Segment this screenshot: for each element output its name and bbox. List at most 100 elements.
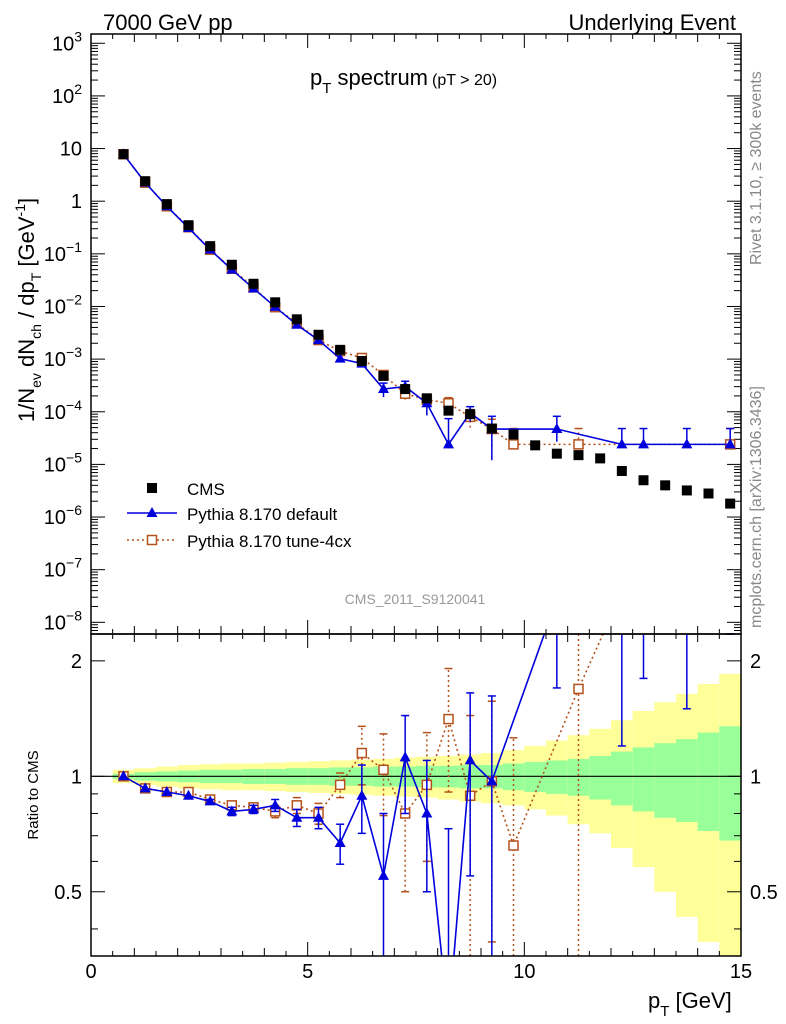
cms-marker	[335, 344, 346, 355]
x-axis-label: pT [GeV]	[648, 988, 732, 1020]
marker-ratio	[313, 811, 324, 822]
y-tick-label-main: 10−4	[44, 397, 82, 424]
main-y-axis-label: 1/Nev dNch / dpT [GeV-1]	[12, 198, 44, 422]
cms-marker	[443, 405, 454, 416]
cms-marker	[291, 314, 302, 325]
y-tick-label-exponent: −5	[66, 449, 82, 465]
y-tick-label-exponent: −3	[66, 344, 82, 360]
marker-ratio	[443, 713, 454, 725]
marker-ratio	[356, 789, 368, 800]
stat-uncertainty-band	[654, 743, 676, 818]
cms-marker	[595, 453, 606, 464]
y-tick-label-ratio-left: 1	[71, 766, 82, 788]
marker-ratio	[334, 837, 346, 848]
stat-uncertainty-band	[676, 739, 698, 823]
legend-label: Pythia 8.170 tune-4cx	[187, 532, 352, 551]
marker-ratio	[248, 803, 259, 814]
cms-marker	[573, 450, 584, 461]
plot-title-note: (pT > 20)	[432, 72, 497, 89]
marker-ratio	[334, 779, 346, 791]
marker-main	[334, 352, 346, 363]
marker-ratio	[421, 807, 433, 818]
series-line-ratio	[123, 634, 604, 848]
x-tick-label: 5	[302, 961, 313, 983]
main-y-axis-label-part: -1	[12, 204, 28, 217]
y-tick-label-exponent: 2	[74, 81, 82, 97]
y-tick-label-ratio-left: 2	[71, 651, 82, 673]
cms-marker	[313, 329, 324, 340]
cms-marker	[530, 440, 541, 451]
y-tick-label-mantissa: 1	[71, 191, 82, 213]
rivet-label: Rivet 3.1.10, ≥ 300k events	[748, 71, 765, 265]
main-y-axis-label-part: ev	[28, 373, 44, 388]
marker-ratio	[139, 782, 151, 793]
y-tick-label-main: 10−1	[44, 239, 82, 266]
cms-marker	[616, 465, 627, 476]
marker-main	[638, 438, 649, 449]
cms-marker	[660, 480, 671, 491]
marker-main	[724, 438, 736, 449]
marker-ratio	[486, 775, 498, 786]
marker-ratio	[161, 786, 173, 797]
x-tick-label: 0	[85, 961, 96, 983]
y-tick-label-main: 10	[60, 139, 82, 161]
main-y-axis-label-part: ch	[28, 324, 44, 339]
marker-main	[378, 383, 389, 394]
y-tick-label-mantissa: 10	[44, 296, 66, 318]
y-tick-label-mantissa: 10	[44, 454, 66, 476]
y-tick-label-mantissa: 10	[44, 507, 66, 529]
legend: CMS Pythia 8.170 default Pythia 8.170 tune…	[127, 480, 352, 551]
y-tick-label-mantissa: 10	[44, 560, 66, 582]
cms-uncertainty-bands	[91, 673, 741, 956]
marker-ratio	[291, 811, 303, 822]
stat-uncertainty-band	[632, 747, 655, 812]
marker-ratio	[291, 800, 303, 811]
mcplots-label: mcplots.cern.ch [arXiv:1306.3436]	[748, 386, 765, 628]
stat-uncertainty-band	[546, 760, 568, 794]
y-tick-label-exponent: −8	[66, 607, 82, 623]
ratio-frame	[90, 633, 742, 957]
y-tick-label-mantissa: 10	[44, 402, 66, 424]
plot-title-sub: T	[322, 80, 331, 97]
legend-marker-tune-4cx	[146, 534, 158, 546]
marker-ratio	[269, 799, 281, 810]
marker-main	[551, 423, 563, 434]
marker-main	[443, 438, 454, 449]
x-axis-label-p: p	[648, 988, 660, 1013]
marker-ratio	[399, 751, 411, 762]
main-y-axis-label-part: / dp	[14, 281, 39, 324]
y-tick-label-exponent: −1	[66, 239, 82, 255]
marker-ratio	[464, 754, 476, 765]
marker-ratio	[356, 747, 368, 759]
y-tick-label-main: 10−8	[44, 607, 82, 634]
header-left: 7000 GeV pp	[103, 10, 233, 35]
legend-label: Pythia 8.170 default	[187, 505, 338, 524]
stat-uncertainty-band	[719, 726, 741, 841]
cms-marker	[400, 384, 411, 395]
cms-marker	[140, 176, 151, 187]
y-tick-label-main: 10−2	[44, 291, 82, 318]
cms-marker	[486, 423, 497, 434]
cms-marker	[725, 498, 736, 509]
stat-uncertainty-band	[567, 758, 590, 796]
marker-main	[573, 439, 584, 450]
cms-marker	[508, 429, 519, 440]
series-line-ratio	[123, 634, 546, 956]
y-tick-label-main: 103	[52, 28, 82, 55]
y-tick-label-exponent: −7	[66, 555, 82, 571]
y-tick-label-main: 10−6	[44, 502, 82, 529]
stat-uncertainty-band	[697, 732, 720, 832]
x-tick-label: 15	[730, 961, 752, 983]
marker-ratio	[118, 770, 129, 781]
y-tick-label-mantissa: 10	[52, 86, 74, 108]
marker-ratio	[508, 840, 519, 851]
cms-marker	[681, 485, 692, 496]
marker-ratio	[226, 805, 238, 816]
y-tick-label-ratio-right: 1	[750, 766, 761, 788]
y-tick-label-mantissa: 10	[44, 612, 66, 634]
stat-uncertainty-band	[611, 751, 633, 806]
main-y-axis-label-part: ]	[14, 198, 39, 204]
cms-marker	[183, 220, 194, 231]
cms-marker	[356, 356, 367, 367]
